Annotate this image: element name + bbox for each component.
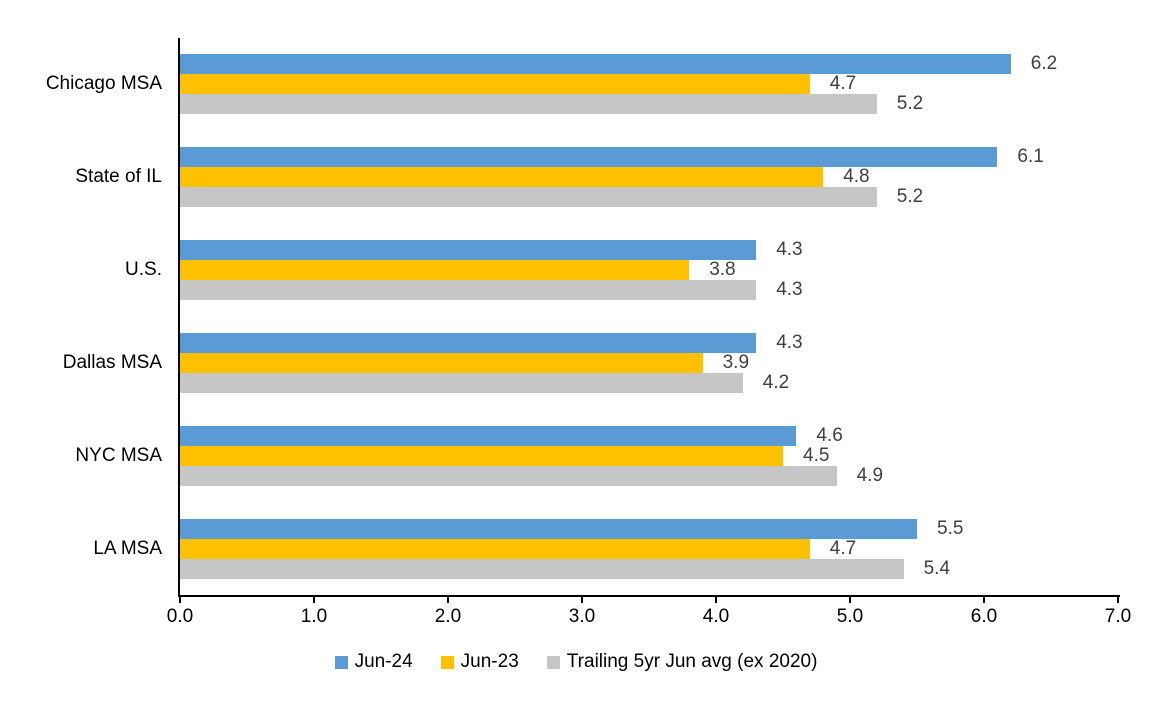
value-label-jun-24-u-s: 4.3: [776, 239, 803, 261]
bar-jun-23-dallas-msa: [180, 352, 703, 373]
bar-jun-24-u-s: [180, 240, 757, 261]
chart-legend: Jun-24 Jun-23 Trailing 5yr Jun avg (ex 202…: [0, 651, 1152, 673]
x-axis-tick-mark: [1117, 597, 1119, 603]
legend-item-trailing-5yr-jun-avg-ex-2020: Trailing 5yr Jun avg (ex 2020): [546, 651, 818, 673]
x-axis-tick-label: 6.0: [970, 606, 998, 627]
value-label-trailing-5yr-jun-avg-ex-2020-u-s: 4.3: [776, 279, 803, 301]
bar-trailing-5yr-jun-avg-ex-2020-u-s: [180, 280, 757, 301]
category-label-state-of-il: State of IL: [75, 166, 162, 188]
legend-item-jun-24: Jun-24: [334, 651, 413, 673]
value-label-trailing-5yr-jun-avg-ex-2020-dallas-msa: 4.2: [762, 371, 790, 393]
value-label-trailing-5yr-jun-avg-ex-2020-state-of-il: 5.2: [896, 186, 924, 208]
legend-label-trailing-5yr-jun-avg-ex-2020: Trailing 5yr Jun avg (ex 2020): [566, 651, 818, 672]
value-label-jun-24-nyc-msa: 4.6: [816, 424, 843, 446]
legend-swatch-jun-23: [440, 655, 454, 669]
x-axis-tick-mark: [715, 597, 717, 603]
x-axis-tick-mark: [447, 597, 449, 603]
x-axis-tick-label: 3.0: [568, 606, 596, 627]
bar-jun-24-la-msa: [180, 518, 917, 539]
legend-item-jun-23: Jun-23: [440, 651, 519, 673]
x-axis-tick-label: 0.0: [166, 606, 194, 627]
value-label-jun-24-state-of-il: 6.1: [1017, 146, 1044, 168]
legend-swatch-jun-24: [334, 655, 348, 669]
category-label-u-s: U.S.: [125, 259, 162, 281]
value-label-jun-24-dallas-msa: 4.3: [776, 331, 803, 353]
bar-jun-24-dallas-msa: [180, 332, 757, 353]
y-axis-line: [178, 38, 180, 597]
bar-trailing-5yr-jun-avg-ex-2020-chicago-msa: [180, 94, 877, 115]
value-label-jun-23-nyc-msa: 4.5: [803, 444, 830, 466]
value-label-jun-23-la-msa: 4.7: [829, 537, 857, 559]
bar-jun-23-chicago-msa: [180, 74, 810, 95]
value-label-jun-23-chicago-msa: 4.7: [829, 73, 857, 95]
value-label-jun-24-chicago-msa: 6.2: [1030, 53, 1058, 75]
x-axis-tick-mark: [179, 597, 181, 603]
value-label-jun-23-dallas-msa: 3.9: [722, 351, 750, 373]
value-label-trailing-5yr-jun-avg-ex-2020-la-msa: 5.4: [923, 557, 951, 579]
legend-label-jun-23: Jun-23: [460, 651, 519, 672]
x-axis-line: [178, 595, 1120, 597]
bar-trailing-5yr-jun-avg-ex-2020-state-of-il: [180, 187, 877, 208]
legend-label-jun-24: Jun-24: [354, 651, 413, 672]
bar-jun-23-nyc-msa: [180, 445, 783, 466]
category-label-dallas-msa: Dallas MSA: [62, 351, 162, 373]
bar-jun-23-state-of-il: [180, 167, 824, 188]
bar-jun-23-la-msa: [180, 538, 810, 559]
x-axis-tick-mark: [849, 597, 851, 603]
value-label-jun-23-u-s: 3.8: [709, 259, 736, 281]
value-label-trailing-5yr-jun-avg-ex-2020-chicago-msa: 5.2: [896, 93, 924, 115]
value-label-trailing-5yr-jun-avg-ex-2020-nyc-msa: 4.9: [856, 464, 884, 486]
x-axis-tick-mark: [581, 597, 583, 603]
value-label-jun-23-state-of-il: 4.8: [843, 166, 870, 188]
bar-jun-23-u-s: [180, 260, 690, 281]
bar-trailing-5yr-jun-avg-ex-2020-nyc-msa: [180, 465, 837, 486]
x-axis-tick-label: 7.0: [1104, 606, 1132, 627]
category-label-nyc-msa: NYC MSA: [75, 444, 162, 466]
bar-jun-24-chicago-msa: [180, 54, 1011, 75]
legend-swatch-trailing-5yr-jun-avg-ex-2020: [546, 655, 560, 669]
x-axis-tick-mark: [983, 597, 985, 603]
bar-trailing-5yr-jun-avg-ex-2020-dallas-msa: [180, 372, 743, 393]
bar-jun-24-state-of-il: [180, 147, 998, 168]
bar-trailing-5yr-jun-avg-ex-2020-la-msa: [180, 558, 904, 579]
x-axis-tick-label: 1.0: [300, 606, 328, 627]
x-axis-tick-label: 2.0: [434, 606, 462, 627]
x-axis-tick-label: 4.0: [702, 606, 730, 627]
x-axis-tick-label: 5.0: [836, 606, 864, 627]
category-label-la-msa: LA MSA: [93, 537, 162, 559]
category-label-chicago-msa: Chicago MSA: [45, 73, 162, 95]
value-label-jun-24-la-msa: 5.5: [937, 517, 964, 539]
x-axis-tick-mark: [313, 597, 315, 603]
bar-jun-24-nyc-msa: [180, 425, 797, 446]
